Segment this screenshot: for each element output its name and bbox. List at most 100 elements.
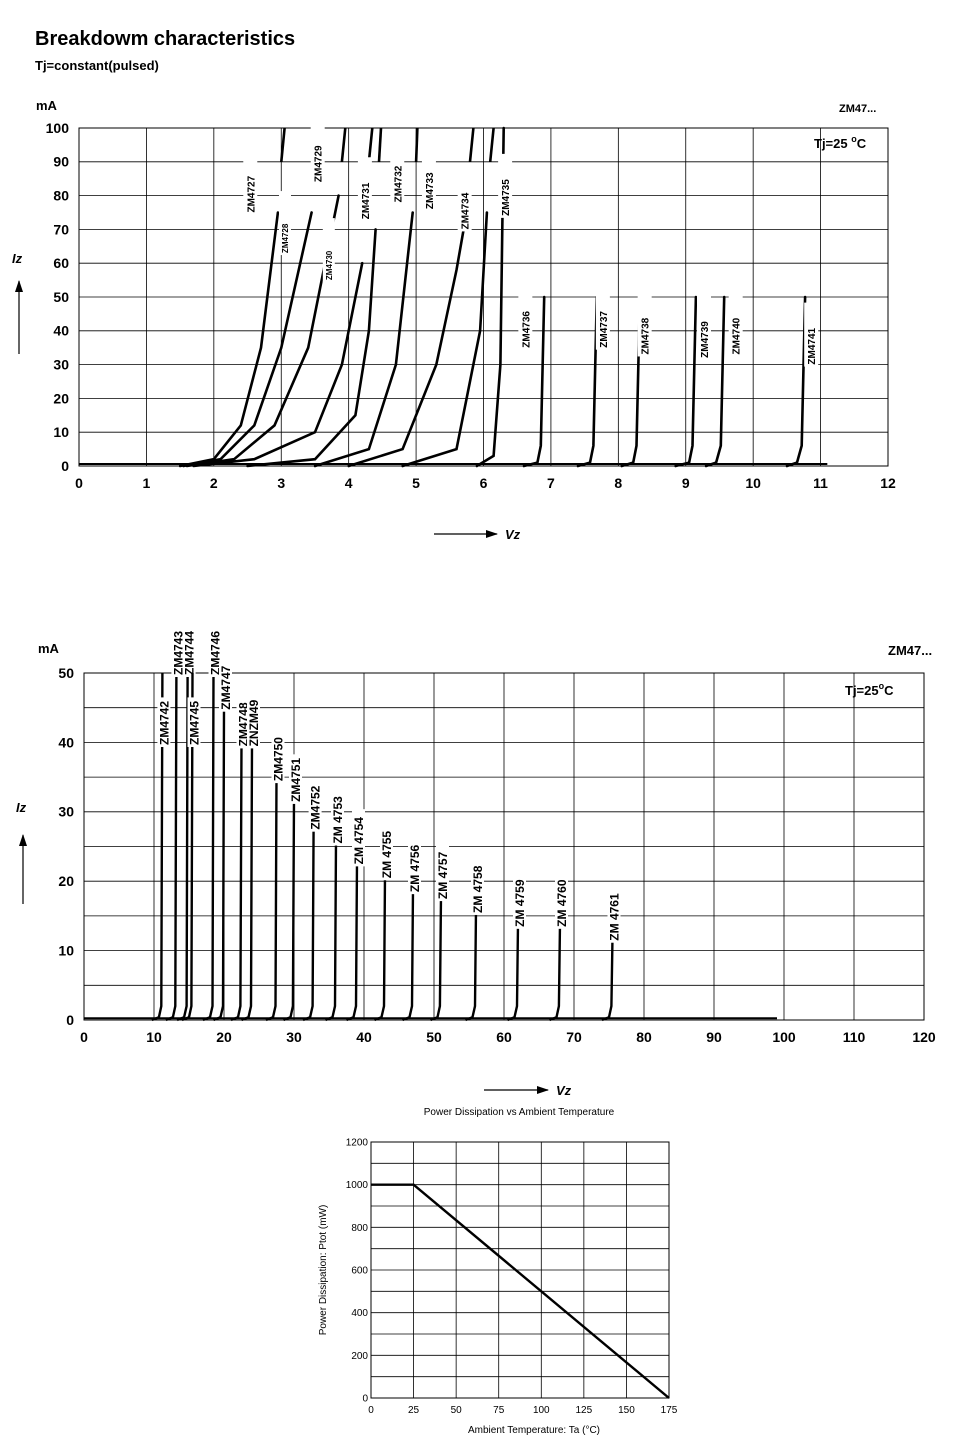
x-tick-label: 70: [566, 1029, 582, 1045]
y-tick-label: 0: [66, 1012, 74, 1028]
label-bg: [236, 698, 250, 749]
x-axis-label: Vz: [505, 527, 521, 542]
label-bg: [271, 733, 285, 784]
power-dissipation-chart: 0 25 50 75 100 125 150 175 0 200 400 600 800 1000 1200…: [318, 1107, 678, 1436]
y-tick-label: 50: [53, 289, 69, 305]
x-tick-label: 0: [75, 475, 83, 491]
condition-degree: o: [879, 681, 885, 691]
y-tick-label: 0: [362, 1394, 368, 1405]
series-name: ZM4740: [732, 317, 743, 354]
x-tick-label: 30: [286, 1029, 302, 1045]
condition-unit: C: [857, 136, 867, 151]
x-tick-label: 75: [493, 1405, 505, 1416]
condition-label: Tj=25oC: [845, 681, 894, 698]
x-tick-label: 60: [496, 1029, 512, 1045]
y-tick-label: 0: [61, 458, 69, 474]
series-label: ZM47...: [888, 643, 932, 658]
curve-zm4736: [522, 295, 546, 468]
curve-zm4747: [213, 707, 226, 1022]
series-name: ZM4735: [501, 179, 512, 216]
series-name: ZM4733: [425, 172, 436, 209]
label-bg: [804, 302, 819, 367]
y-tick-label: 1000: [346, 1180, 369, 1191]
label-bg: [243, 150, 258, 215]
y-axis-label: Power Dissipation: Ptot (mW): [318, 1205, 329, 1336]
label-bg: [157, 697, 171, 747]
label-bg: [471, 857, 484, 915]
label-bg: [187, 697, 201, 747]
curve-zm4733: [347, 211, 468, 468]
x-tick-label: 120: [912, 1029, 936, 1045]
curve-zm4754: [346, 860, 359, 1022]
label-bg: [595, 285, 610, 350]
series-name: ZM 4758: [471, 865, 485, 913]
series-name: ZM4728: [281, 223, 290, 253]
curve-zm4742: [151, 672, 164, 1022]
x-axis-label: Vz: [556, 1083, 572, 1098]
curve-zm4728: [182, 211, 313, 468]
series-name: ZM 4761: [608, 893, 622, 941]
curve-top-zm4727: [280, 127, 286, 162]
series-name: ZM4745: [188, 701, 202, 745]
label-bg: [390, 140, 405, 205]
series-name: ZM 4760: [555, 879, 569, 927]
y-tick-label: 100: [46, 120, 70, 136]
x-tick-label: 50: [426, 1029, 442, 1045]
y-tick-label: 30: [58, 804, 74, 820]
label-bg: [357, 157, 372, 222]
curve-zm4744: [176, 672, 189, 1022]
label-bg: [322, 218, 335, 283]
curve-zm4741: [785, 295, 807, 468]
y-unit: mA: [36, 98, 58, 113]
label-bg: [352, 809, 365, 867]
breakdown-chart-high: 0 10 20 30 40 50 60 70 80 90 100 110 120 0 10 20 30 40 50 m…: [16, 627, 936, 1098]
label-bg: [310, 120, 325, 185]
page-subtitle: Tj=constant(pulsed): [35, 58, 159, 73]
y-tick-label: 1200: [346, 1138, 369, 1149]
curve-zm4743: [165, 672, 178, 1022]
series-name: ZM 4759: [513, 879, 527, 927]
series-name: ZM4731: [361, 182, 372, 219]
y-tick-label: 40: [53, 323, 69, 339]
y-tick-label: 10: [58, 943, 74, 959]
series-name: ZM4747: [219, 665, 233, 709]
condition-label: Tj=25 oC: [814, 134, 867, 151]
x-tick-label: 100: [533, 1405, 550, 1416]
label-bg: [247, 698, 260, 749]
x-tick-label: 9: [682, 475, 690, 491]
curve-zm4739: [674, 295, 698, 468]
series-name: ZM4744: [183, 631, 197, 675]
curve-top-zm4731: [377, 127, 383, 162]
y-tick-label: 600: [351, 1266, 368, 1277]
x-tick-label: 3: [277, 475, 285, 491]
series-name: ZM 4757: [436, 851, 450, 899]
x-tick-label: 90: [706, 1029, 722, 1045]
curve-zm4760: [549, 922, 562, 1022]
curve-zm4745: [181, 672, 194, 1022]
condition-degree: o: [851, 134, 857, 144]
series-name: ZM4727: [246, 175, 257, 212]
y-tick-label: 200: [351, 1351, 368, 1362]
label-bg: [171, 627, 185, 677]
curve-top-zm4734: [488, 127, 495, 162]
label-bg: [607, 885, 621, 943]
condition-main: Tj=25: [814, 136, 851, 151]
series-name: ZM4730: [325, 250, 334, 280]
x-tick-label: 40: [356, 1029, 372, 1045]
label-bg: [728, 292, 743, 357]
curve-zm4731: [246, 228, 377, 468]
label-bg: [308, 782, 322, 832]
x-tick-label: 0: [368, 1405, 374, 1416]
curve-zm4732: [313, 211, 414, 468]
y-tick-label: 800: [351, 1223, 368, 1234]
y-tick-label: 20: [58, 873, 74, 889]
x-tick-label: 8: [614, 475, 622, 491]
series-name: ZM4742: [157, 701, 171, 745]
x-tick-label: 25: [408, 1405, 420, 1416]
curve-zm4738: [620, 295, 642, 468]
label-bg: [498, 153, 513, 218]
curve-zm4757: [430, 895, 443, 1022]
x-tick-label: 11: [813, 475, 828, 491]
y-tick-label: 10: [53, 424, 69, 440]
